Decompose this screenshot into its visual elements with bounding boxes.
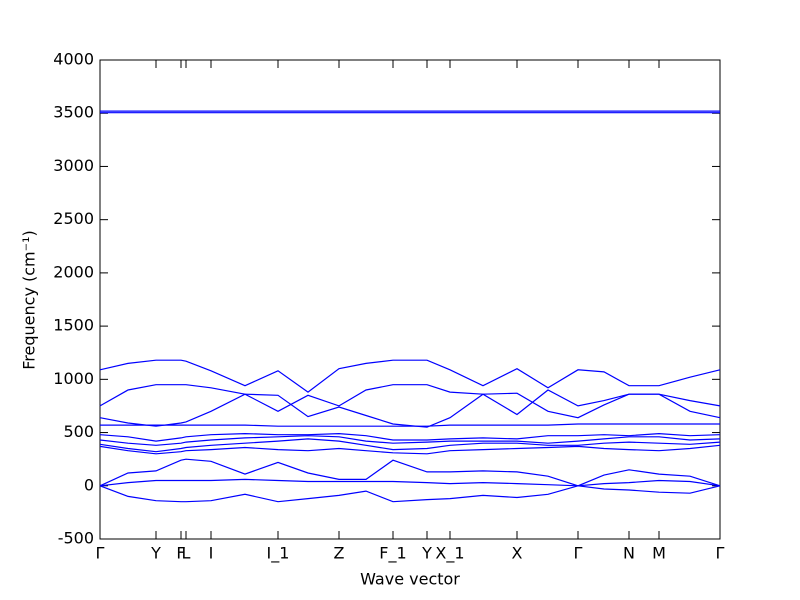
x-tick-label: F bbox=[176, 544, 185, 563]
band-line bbox=[99, 444, 721, 455]
y-tick-label: 500 bbox=[63, 422, 94, 441]
x-tick-label: F_1 bbox=[379, 544, 406, 564]
x-tick-label: Y bbox=[421, 544, 432, 563]
y-tick-label: 1000 bbox=[53, 369, 94, 388]
x-tick-label: M bbox=[652, 544, 666, 563]
x-tick-label: X bbox=[512, 544, 523, 563]
band-line bbox=[99, 384, 721, 416]
band-line bbox=[99, 432, 721, 442]
band-line bbox=[100, 423, 720, 427]
x-tick-label: L bbox=[182, 544, 191, 563]
band-line bbox=[99, 458, 721, 487]
x-tick-label: Z bbox=[334, 544, 345, 563]
y-tick-label: 4000 bbox=[53, 50, 94, 69]
band-line bbox=[99, 478, 721, 487]
y-axis-label: Frequency (cm⁻¹) bbox=[20, 230, 39, 369]
x-tick-label: X_1 bbox=[435, 544, 464, 564]
y-tick-label: -500 bbox=[58, 529, 94, 548]
band-line bbox=[99, 435, 721, 446]
plot-frame bbox=[99, 59, 721, 540]
band-line bbox=[99, 438, 721, 453]
x-tick-label: Y bbox=[150, 544, 161, 563]
x-axis-label: Wave vector bbox=[360, 570, 460, 589]
y-tick-label: 2500 bbox=[53, 209, 94, 228]
y-tick-label: 3000 bbox=[53, 156, 94, 175]
y-tick-label: 2000 bbox=[53, 262, 94, 281]
x-tick-label: I_1 bbox=[267, 544, 290, 564]
y-tick-label: 1500 bbox=[53, 316, 94, 335]
x-tick-label: Γ bbox=[716, 544, 725, 563]
y-tick-label: 0 bbox=[84, 475, 94, 494]
y-tick-label: 3500 bbox=[53, 103, 94, 122]
x-tick-label: Γ bbox=[96, 544, 105, 563]
band-line bbox=[99, 392, 721, 428]
band-line bbox=[99, 359, 721, 393]
x-tick-label: N bbox=[623, 544, 635, 563]
x-tick-label: Γ bbox=[574, 544, 583, 563]
x-tick-label: I bbox=[209, 544, 214, 563]
band-line bbox=[99, 485, 721, 503]
